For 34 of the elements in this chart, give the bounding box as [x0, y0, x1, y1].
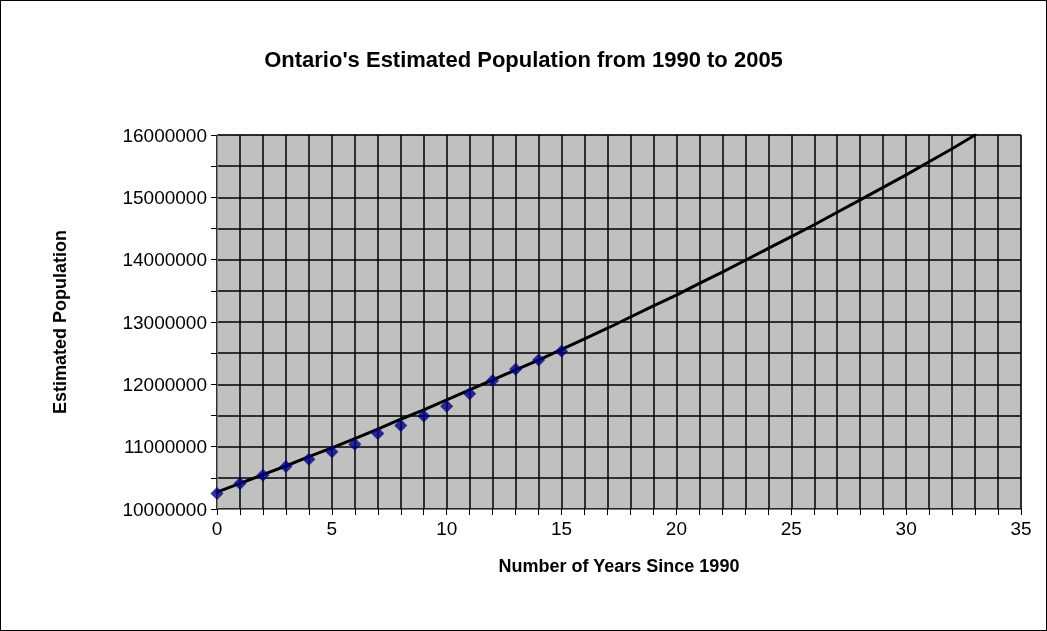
y-tick-label: 14000000 [122, 249, 207, 271]
y-tick-label: 13000000 [122, 311, 207, 333]
x-tick-label: 20 [665, 518, 687, 539]
point [371, 427, 385, 441]
point [210, 486, 224, 500]
x-tick-label: 5 [326, 518, 338, 539]
point [417, 409, 431, 423]
chart-title: Ontario's Estimated Population from 1990 to 2005 [264, 46, 783, 72]
y-tick-label: 11000000 [123, 436, 207, 458]
point [233, 476, 247, 490]
point [302, 452, 316, 466]
point [509, 362, 523, 376]
x-axis-title: Number of Years Since 1990 [498, 556, 740, 576]
y-tick-label: 12000000 [122, 373, 207, 395]
point [256, 468, 270, 482]
x-tick-label: 0 [211, 518, 223, 539]
point [440, 399, 454, 413]
x-tick-label: 35 [1010, 518, 1032, 539]
x-tick-label: 15 [551, 518, 573, 539]
point [394, 418, 408, 432]
y-tick-label: 10000000 [122, 498, 207, 520]
y-tick-label: 16000000 [122, 124, 207, 146]
point [279, 460, 293, 474]
x-tick-label: 25 [780, 518, 802, 539]
point [555, 344, 569, 358]
x-tick-label: 10 [436, 518, 458, 539]
point [486, 374, 500, 388]
point [325, 445, 339, 459]
x-tick-label: 30 [895, 518, 917, 539]
point [532, 353, 546, 367]
point [463, 387, 477, 401]
y-tick-label: 15000000 [122, 186, 207, 208]
point [348, 437, 362, 451]
y-axis-title: Estimated Population [50, 229, 70, 415]
